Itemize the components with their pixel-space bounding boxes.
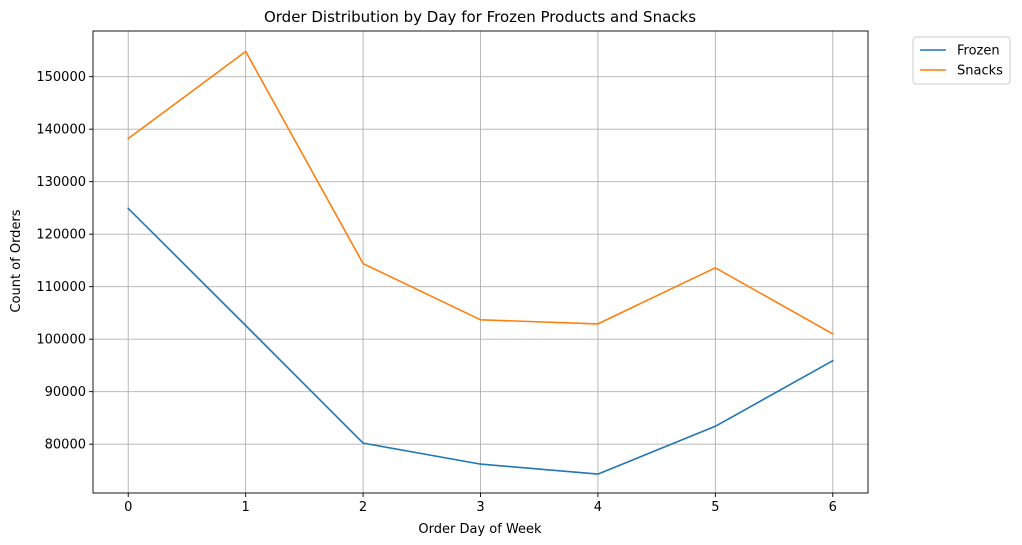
x-tick-label: 4 [594, 500, 602, 515]
x-axis-label: Order Day of Week [418, 522, 542, 537]
y-tick-label: 130000 [36, 175, 86, 190]
series-layer [127, 50, 834, 475]
legend-label-snacks: Snacks [957, 64, 1003, 79]
y-tick-label: 110000 [36, 280, 86, 295]
chart-title: Order Distribution by Day for Frozen Pro… [264, 8, 696, 26]
legend-box [912, 36, 1011, 85]
y-tick-label: 100000 [36, 333, 86, 348]
series-line-frozen [127, 207, 834, 475]
x-tick-label: 5 [711, 500, 719, 515]
legend-label-frozen: Frozen [957, 44, 1000, 59]
x-tick-label: 0 [124, 500, 132, 515]
y-tick-label: 120000 [36, 228, 86, 243]
x-tick-label: 2 [359, 500, 367, 515]
x-tick-label: 3 [476, 500, 484, 515]
y-tick-label: 150000 [36, 70, 86, 85]
grid-layer [93, 31, 868, 493]
y-tick-label: 80000 [45, 438, 86, 453]
series-line-snacks [127, 50, 834, 335]
y-tick-label: 140000 [36, 123, 86, 138]
ticks-layer: 0 1 2 3 4 5 6 80000 90000 100000 110000 120000 13000… [36, 70, 837, 515]
y-tick-label: 90000 [45, 385, 86, 400]
y-axis-label: Count of Orders [9, 209, 24, 312]
legend: Frozen Snacks [912, 36, 1011, 85]
x-tick-label: 1 [242, 500, 250, 515]
x-tick-label: 6 [829, 500, 837, 515]
